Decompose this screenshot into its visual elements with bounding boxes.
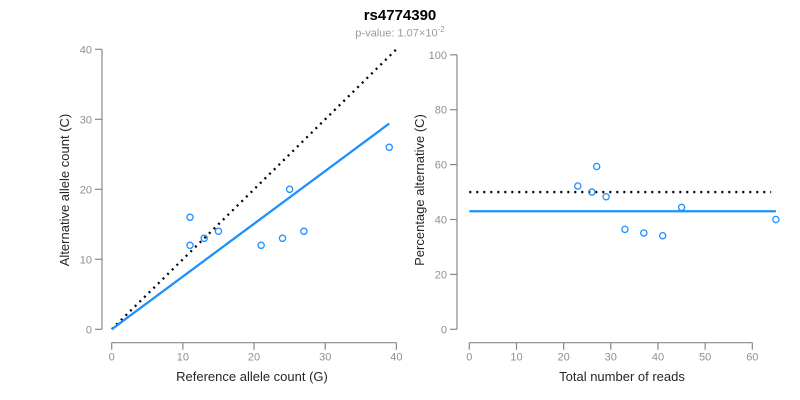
y-tick-label: 0: [441, 324, 447, 336]
y-axis-label: Percentage alternative (C): [412, 114, 427, 266]
x-tick-label: 30: [605, 352, 617, 364]
y-tick-label: 80: [435, 105, 447, 117]
x-tick-label: 60: [746, 352, 758, 364]
data-point: [186, 213, 194, 222]
fit-line: [111, 122, 390, 331]
p-value-text: p-value: 1.07×10: [355, 27, 438, 40]
data-point: [200, 234, 208, 243]
y-tick-label: 100: [429, 50, 447, 62]
data-point: [772, 215, 780, 224]
y-tick-label: 20: [80, 184, 92, 196]
identity-line: [110, 48, 398, 331]
x-axis-label: Total number of reads: [559, 369, 685, 384]
x-tick-label: 10: [177, 352, 189, 364]
x-axis-label: Reference allele count (G): [176, 369, 328, 384]
data-point: [300, 227, 308, 236]
figure-title: rs4774390: [363, 7, 437, 24]
data-point: [621, 225, 629, 234]
right-plot-percentage: 0 20 40 60 80 100 0 10 20 30 40 50 60 Total number of…: [412, 50, 780, 384]
x-tick-label: 40: [390, 352, 402, 364]
data-point: [186, 241, 194, 250]
y-axis-label: Alternative allele count (C): [57, 114, 72, 266]
data-point: [385, 143, 394, 152]
y-tick-label: 20: [435, 269, 447, 281]
y-tick-label: 10: [80, 254, 92, 266]
data-point: [278, 234, 287, 243]
data-point: [592, 162, 601, 171]
x-tick-label: 30: [319, 352, 331, 364]
y-tick-label: 40: [435, 215, 447, 227]
p-value-exponent: -2: [437, 25, 445, 34]
p-value-subtitle: p-value: 1.07×10-2: [0, 25, 800, 40]
x-tick-label: 20: [248, 352, 260, 364]
y-tick-label: 0: [86, 324, 92, 336]
y-tick-label: 40: [80, 44, 92, 56]
x-tick-label: 40: [652, 352, 664, 364]
data-point: [677, 203, 686, 212]
data-point: [640, 229, 648, 237]
data-point: [588, 188, 596, 196]
x-tick-label: 50: [699, 352, 711, 364]
x-tick-label: 20: [558, 352, 570, 364]
data-point: [602, 192, 610, 201]
data-point: [285, 185, 294, 194]
data-point: [658, 231, 667, 240]
data-point: [214, 227, 223, 236]
x-tick-label: 0: [109, 352, 115, 364]
data-point: [574, 182, 582, 190]
left-plot-allele-counts: 0 10 20 30 40 0 10 20 30 40 Reference allele count…: [57, 44, 403, 384]
y-tick-label: 30: [80, 114, 92, 126]
data-point: [257, 241, 265, 250]
x-tick-label: 0: [466, 352, 472, 364]
x-tick-label: 10: [510, 352, 522, 364]
y-tick-label: 60: [435, 160, 447, 172]
